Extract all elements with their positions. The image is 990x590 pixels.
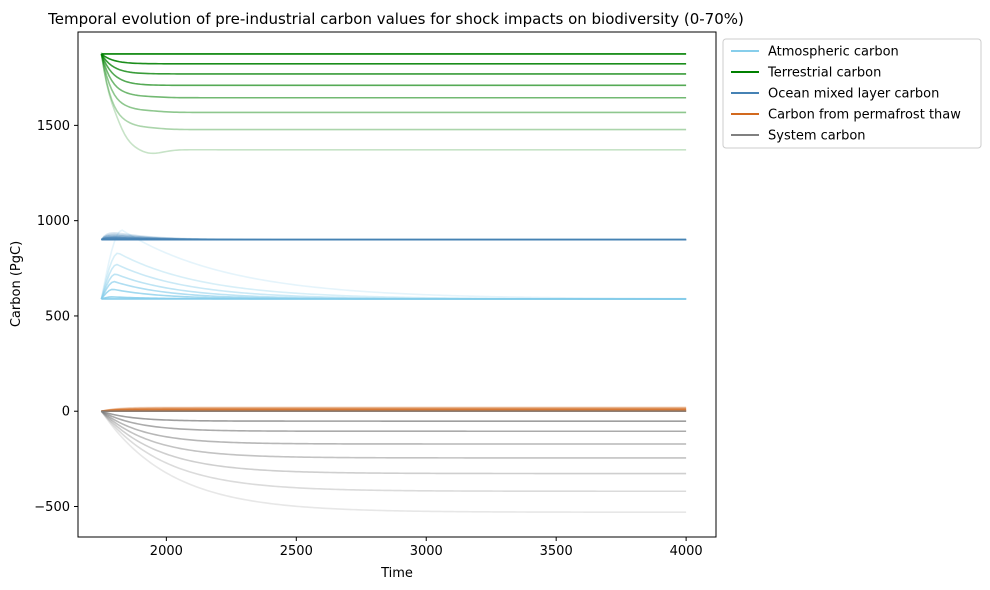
legend: Atmospheric carbon Terrestrial carbon Ocea… — [722, 38, 982, 149]
line-permafrost-carbon — [101, 408, 687, 413]
x-axis: 2000 2500 3000 3500 4000 — [150, 537, 703, 559]
y-axis-label: Carbon (PgC) — [9, 241, 24, 327]
y-tick-label: 1000 — [37, 214, 70, 229]
line-atmospheric-carbon — [100, 263, 687, 300]
chart-title: Temporal evolution of pre-industrial car… — [47, 10, 744, 28]
line-permafrost-carbon — [101, 408, 687, 413]
line-terrestrial-carbon — [100, 53, 687, 75]
legend-label: Ocean mixed layer carbon — [768, 87, 939, 102]
y-tick-label: −500 — [34, 500, 70, 515]
x-tick-label: 2500 — [280, 544, 313, 559]
x-tick-label: 2000 — [150, 544, 183, 559]
x-axis-label: Time — [380, 566, 413, 581]
line-system-carbon — [100, 410, 687, 445]
line-permafrost-carbon — [101, 407, 687, 413]
y-tick-label: 500 — [45, 309, 70, 324]
line-ocean-mixed-layer-carbon — [100, 232, 687, 241]
line-system-carbon — [101, 410, 687, 433]
line-ocean-mixed-layer-carbon — [100, 233, 687, 241]
line-atmospheric-carbon — [100, 252, 687, 300]
legend-label: System carbon — [768, 129, 866, 144]
line-atmospheric-carbon — [100, 229, 687, 300]
line-system-carbon — [100, 410, 687, 475]
x-tick-label: 3000 — [410, 544, 443, 559]
line-system-carbon — [100, 410, 687, 493]
line-permafrost-carbon — [101, 407, 687, 413]
line-terrestrial-carbon — [100, 53, 687, 99]
line-terrestrial-carbon — [100, 52, 687, 155]
plot-lines — [100, 52, 687, 514]
line-ocean-mixed-layer-carbon — [100, 234, 687, 241]
line-terrestrial-carbon — [100, 54, 687, 131]
x-tick-label: 4000 — [670, 544, 703, 559]
line-terrestrial-carbon — [100, 53, 687, 87]
line-system-carbon — [101, 410, 687, 422]
line-ocean-mixed-layer-carbon — [100, 235, 687, 241]
x-tick-label: 3500 — [540, 544, 573, 559]
line-terrestrial-carbon — [100, 53, 687, 65]
line-system-carbon — [100, 410, 687, 514]
y-axis: −500 0 500 1000 1500 — [34, 119, 78, 515]
y-tick-label: 0 — [62, 405, 70, 420]
y-tick-label: 1500 — [37, 119, 70, 134]
line-terrestrial-carbon — [100, 54, 687, 114]
line-atmospheric-carbon — [100, 273, 687, 300]
line-system-carbon — [100, 410, 687, 459]
legend-box — [722, 38, 982, 149]
line-permafrost-carbon — [101, 406, 687, 413]
legend-label: Carbon from permafrost thaw — [768, 108, 961, 123]
legend-label: Terrestrial carbon — [767, 66, 881, 81]
plot-frame — [77, 31, 717, 538]
legend-label: Atmospheric carbon — [768, 45, 899, 60]
